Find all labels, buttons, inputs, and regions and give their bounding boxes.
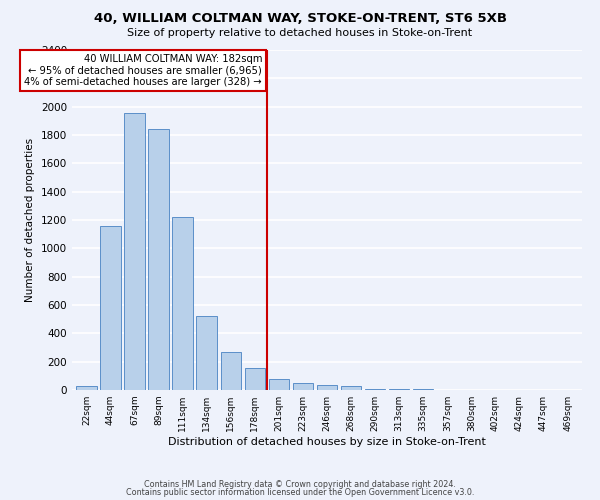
Bar [76,386,97,390]
Bar [124,113,145,390]
Text: 40 WILLIAM COLTMAN WAY: 182sqm
← 95% of detached houses are smaller (6,965)
4% o: 40 WILLIAM COLTMAN WAY: 182sqm ← 95% of … [25,54,262,88]
Bar [148,130,169,390]
Bar [365,388,385,390]
Y-axis label: Number of detached properties: Number of detached properties [25,138,35,302]
Bar [221,352,241,390]
Text: Contains public sector information licensed under the Open Government Licence v3: Contains public sector information licen… [126,488,474,497]
Bar [389,389,409,390]
Bar [269,378,289,390]
Bar [172,217,193,390]
Bar [245,368,265,390]
Bar [196,316,217,390]
Text: Contains HM Land Registry data © Crown copyright and database right 2024.: Contains HM Land Registry data © Crown c… [144,480,456,489]
Bar [100,226,121,390]
Bar [293,383,313,390]
Bar [317,385,337,390]
X-axis label: Distribution of detached houses by size in Stoke-on-Trent: Distribution of detached houses by size … [168,437,486,447]
Bar [341,386,361,390]
Text: 40, WILLIAM COLTMAN WAY, STOKE-ON-TRENT, ST6 5XB: 40, WILLIAM COLTMAN WAY, STOKE-ON-TRENT,… [94,12,506,26]
Text: Size of property relative to detached houses in Stoke-on-Trent: Size of property relative to detached ho… [127,28,473,38]
